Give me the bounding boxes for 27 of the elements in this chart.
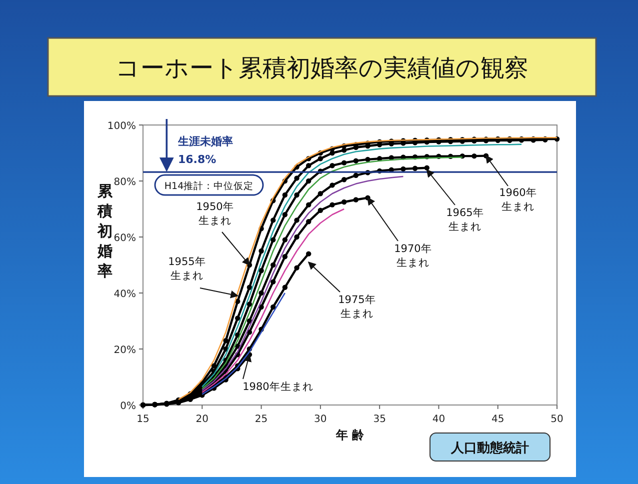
x-tick-label: 25 [254,414,268,425]
annotation: 1970年生まれ [393,242,433,270]
chart-title: コーホート累積初婚率の実績値の観察 [116,54,528,82]
x-tick-label: 40 [432,414,446,425]
y-tick-label: 20% [114,345,136,356]
x-tick-label: 35 [373,414,386,425]
annotation: 1960年生まれ [498,186,538,214]
y-tick-label: 80% [114,177,136,188]
x-tick-label: 20 [196,414,209,425]
annotation: 1975年生まれ [337,293,377,321]
x-tick-label: 30 [314,414,327,425]
annotation: 1980年生まれ [242,380,314,394]
y-tick-label: 0% [120,401,136,412]
annotation: 1950年生まれ [195,200,235,228]
annotation: 1965年生まれ [445,206,485,234]
y-tick-label: 100% [107,121,136,132]
annotation: 生涯未婚率 16.8% [178,134,234,168]
y-tick-label: 40% [114,289,136,300]
y-axis-title: 累積初婚率 [96,182,114,280]
text: 人口動態統計 [450,440,529,456]
x-tick-label: 50 [550,414,564,425]
x-axis-title: 年 齢 [334,428,366,442]
annotation: 1955年生まれ [167,255,207,283]
y-tick-label: 60% [114,233,136,244]
x-tick-label: 45 [491,414,504,425]
ref-line-label: H14推計：中位仮定 [164,180,254,192]
x-tick-label: 15 [136,414,150,425]
